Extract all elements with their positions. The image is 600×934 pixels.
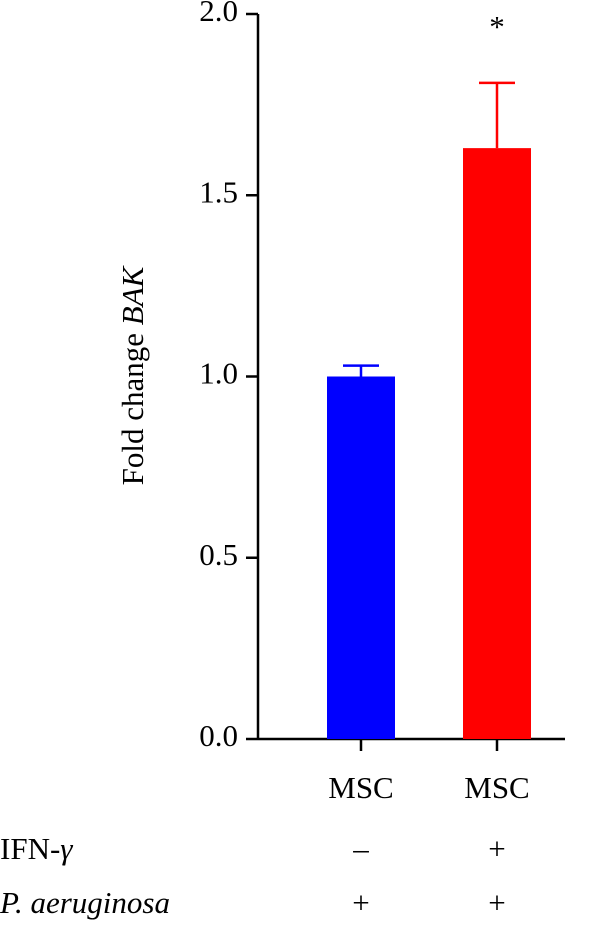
y-tick-label: 1.5 xyxy=(199,174,238,209)
y-axis-label-gene: BAK xyxy=(115,264,150,325)
condition-value: + xyxy=(352,885,369,920)
condition-label: IFN-γ xyxy=(0,831,73,866)
condition-label-text: IFN- xyxy=(0,831,60,866)
x-tick-label: MSC xyxy=(464,770,529,805)
y-tick-label: 2.0 xyxy=(199,0,238,28)
y-axis-label: Fold change BAK xyxy=(115,264,150,485)
condition-value: + xyxy=(488,885,505,920)
y-tick-label: 0.0 xyxy=(199,718,238,753)
condition-label: P. aeruginosa xyxy=(0,885,170,920)
bar xyxy=(463,148,531,739)
y-tick-label: 0.5 xyxy=(199,537,238,572)
condition-label-italic: P. aeruginosa xyxy=(0,885,170,920)
annotation: * xyxy=(489,9,505,44)
bar xyxy=(327,376,395,739)
condition-label-italic: γ xyxy=(60,831,73,866)
condition-value: – xyxy=(352,831,369,866)
y-tick-label: 1.0 xyxy=(199,356,238,391)
x-tick-label: MSC xyxy=(328,770,393,805)
y-axis-label-text: Fold change xyxy=(115,325,150,485)
condition-value: + xyxy=(488,831,505,866)
